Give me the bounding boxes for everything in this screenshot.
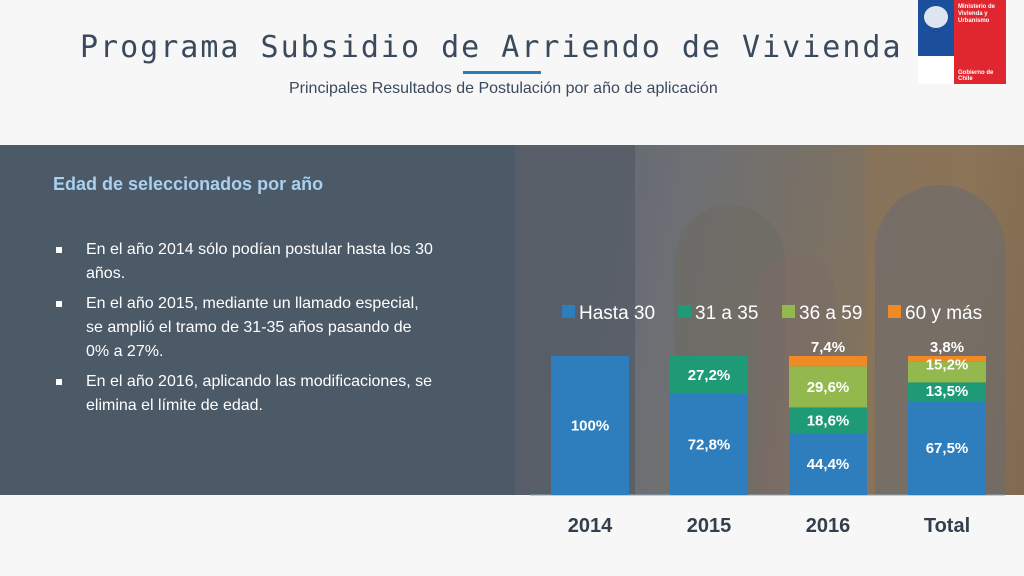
- title-underline: [463, 71, 541, 74]
- bullet-square-icon: [56, 247, 62, 253]
- legend-label: Hasta 30: [579, 303, 655, 324]
- legend-label: 36 a 59: [799, 303, 862, 324]
- bar-segment: [908, 361, 986, 383]
- data-label: 67,5%: [926, 440, 969, 457]
- background-photo: [515, 145, 1024, 495]
- legend-swatch: [678, 305, 691, 318]
- coat-of-arms-icon: [924, 6, 948, 28]
- bar-segment: [908, 382, 986, 402]
- x-tick-label: 2014: [568, 515, 613, 537]
- data-label: 29,6%: [807, 379, 850, 396]
- x-tick-label: 2015: [687, 515, 732, 537]
- bullet-list: En el año 2014 sólo podían postular hast…: [56, 238, 436, 424]
- logo-footer: Gobierno de Chile: [958, 70, 994, 82]
- bar-segment: [789, 356, 867, 367]
- data-label: 7,4%: [811, 339, 845, 356]
- data-label: 44,4%: [807, 456, 850, 473]
- bar-segment: [908, 356, 986, 362]
- data-label: 100%: [571, 418, 609, 435]
- bullet-item: En el año 2016, aplicando las modificaci…: [56, 370, 436, 418]
- legend-swatch: [562, 305, 575, 318]
- info-panel: [0, 145, 515, 495]
- data-label: 72,8%: [688, 436, 731, 453]
- x-tick-label: 2016: [806, 515, 851, 537]
- bar-segment: [670, 356, 748, 394]
- data-label: 27,2%: [688, 367, 731, 384]
- bar-segment: [670, 393, 748, 495]
- data-label: 13,5%: [926, 383, 969, 400]
- bar-segment: [789, 407, 867, 434]
- data-label: 3,8%: [930, 339, 964, 356]
- bar-segment: [789, 366, 867, 408]
- bullet-item: En el año 2015, mediante un llamado espe…: [56, 292, 436, 364]
- logo-text: Ministerio de Vivienda y Urbanismo: [958, 4, 996, 24]
- bullet-item: En el año 2014 sólo podían postular hast…: [56, 238, 436, 286]
- page-subtitle: Principales Resultados de Postulación po…: [289, 80, 718, 97]
- bullet-text: En el año 2014 sólo podían postular hast…: [86, 241, 433, 282]
- panel-heading: Edad de seleccionados por año: [53, 174, 324, 194]
- data-label: 18,6%: [807, 412, 850, 429]
- data-label: 15,2%: [926, 356, 969, 373]
- bar-segment: [789, 433, 867, 495]
- ministry-logo: Ministerio de Vivienda y Urbanismo Gobie…: [918, 0, 1006, 84]
- bullet-square-icon: [56, 301, 62, 307]
- bar-segment: [908, 401, 986, 495]
- bullet-text: En el año 2016, aplicando las modificaci…: [86, 373, 432, 414]
- logo-white-band: [918, 56, 954, 84]
- logo-red-band: [954, 0, 1006, 84]
- bullet-text: En el año 2015, mediante un llamado espe…: [86, 295, 419, 360]
- bar-segment: [551, 356, 629, 495]
- x-tick-label: Total: [924, 515, 970, 537]
- legend-swatch: [782, 305, 795, 318]
- legend-label: 60 y más: [905, 303, 982, 324]
- bullet-square-icon: [56, 379, 62, 385]
- legend-label: 31 a 35: [695, 303, 758, 324]
- page-title: Programa Subsidio de Arriendo de Viviend…: [80, 30, 903, 65]
- legend-swatch: [888, 305, 901, 318]
